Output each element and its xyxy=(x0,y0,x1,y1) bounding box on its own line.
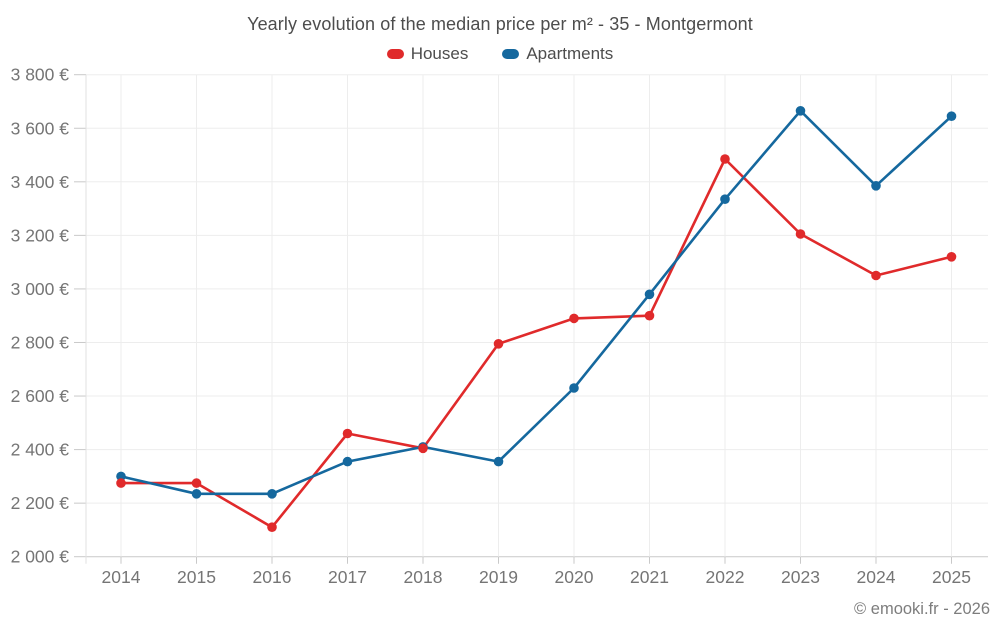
x-axis-label: 2014 xyxy=(102,567,141,587)
x-axis-label: 2015 xyxy=(177,567,216,587)
x-axis-label: 2024 xyxy=(857,567,896,587)
legend-item-apartments[interactable]: Apartments xyxy=(502,44,613,64)
x-axis-label: 2016 xyxy=(253,567,292,587)
houses-point-2016[interactable] xyxy=(267,522,277,532)
apartments-point-2024[interactable] xyxy=(871,181,881,191)
y-axis-label: 3 200 € xyxy=(11,225,70,245)
x-axis-label: 2019 xyxy=(479,567,518,587)
houses-point-2025[interactable] xyxy=(946,251,957,262)
houses-point-2020[interactable] xyxy=(569,313,579,324)
apartments-legend-label: Apartments xyxy=(526,44,614,63)
x-axis-label: 2020 xyxy=(555,567,594,587)
apartments-point-2019[interactable] xyxy=(493,456,504,467)
houses-line xyxy=(119,157,953,529)
y-axis-label: 2 600 € xyxy=(11,386,70,406)
houses-legend-label: Houses xyxy=(410,44,469,63)
apartments-point-2021[interactable] xyxy=(644,289,655,300)
houses-point-2022[interactable] xyxy=(720,154,730,164)
y-axis-label: 2 000 € xyxy=(11,547,70,567)
x-axis-label: 2017 xyxy=(328,567,367,587)
apartments-point-2017[interactable] xyxy=(342,456,353,467)
houses-point-2014[interactable] xyxy=(116,478,126,488)
x-axis-label: 2023 xyxy=(781,567,820,587)
apartments-point-2020[interactable] xyxy=(569,383,579,393)
x-axis-label: 2021 xyxy=(630,567,669,587)
apartments-point-2016[interactable] xyxy=(267,489,277,499)
houses-legend-swatch xyxy=(386,49,404,59)
y-axis-label: 2 200 € xyxy=(11,493,70,513)
y-axis-label: 3 400 € xyxy=(11,172,70,192)
x-axis-label: 2022 xyxy=(706,567,745,587)
houses-point-2023[interactable] xyxy=(795,229,806,239)
chart-legend: Houses Apartments xyxy=(0,44,1000,64)
chart-title: Yearly evolution of the median price per… xyxy=(247,14,753,34)
copyright-note: © emooki.fr - 2026 xyxy=(854,600,990,618)
x-axis-label: 2018 xyxy=(404,567,443,587)
houses-point-2021[interactable] xyxy=(644,310,655,321)
apartments-point-2015[interactable] xyxy=(191,489,202,499)
apartments-point-2023[interactable] xyxy=(795,106,806,116)
apartments-point-2022[interactable] xyxy=(720,194,730,204)
houses-point-2015[interactable] xyxy=(191,478,202,488)
apartments-point-2014[interactable] xyxy=(116,471,126,482)
x-axis-label: 2025 xyxy=(932,567,971,587)
y-axis-label: 2 800 € xyxy=(11,332,70,352)
y-axis-label: 3 800 € xyxy=(11,65,70,85)
houses-point-2019[interactable] xyxy=(493,339,504,349)
y-axis-label: 3 600 € xyxy=(11,118,70,138)
y-axis-label: 3 000 € xyxy=(11,279,70,299)
apartments-point-2025[interactable] xyxy=(946,111,957,121)
houses-point-2018[interactable] xyxy=(418,443,428,454)
legend-item-houses[interactable]: Houses xyxy=(386,44,469,64)
houses-point-2024[interactable] xyxy=(871,270,881,281)
y-axis-label: 2 400 € xyxy=(11,440,70,460)
houses-point-2017[interactable] xyxy=(342,428,353,439)
apartments-line xyxy=(119,109,953,496)
apartments-legend-swatch xyxy=(502,49,520,59)
